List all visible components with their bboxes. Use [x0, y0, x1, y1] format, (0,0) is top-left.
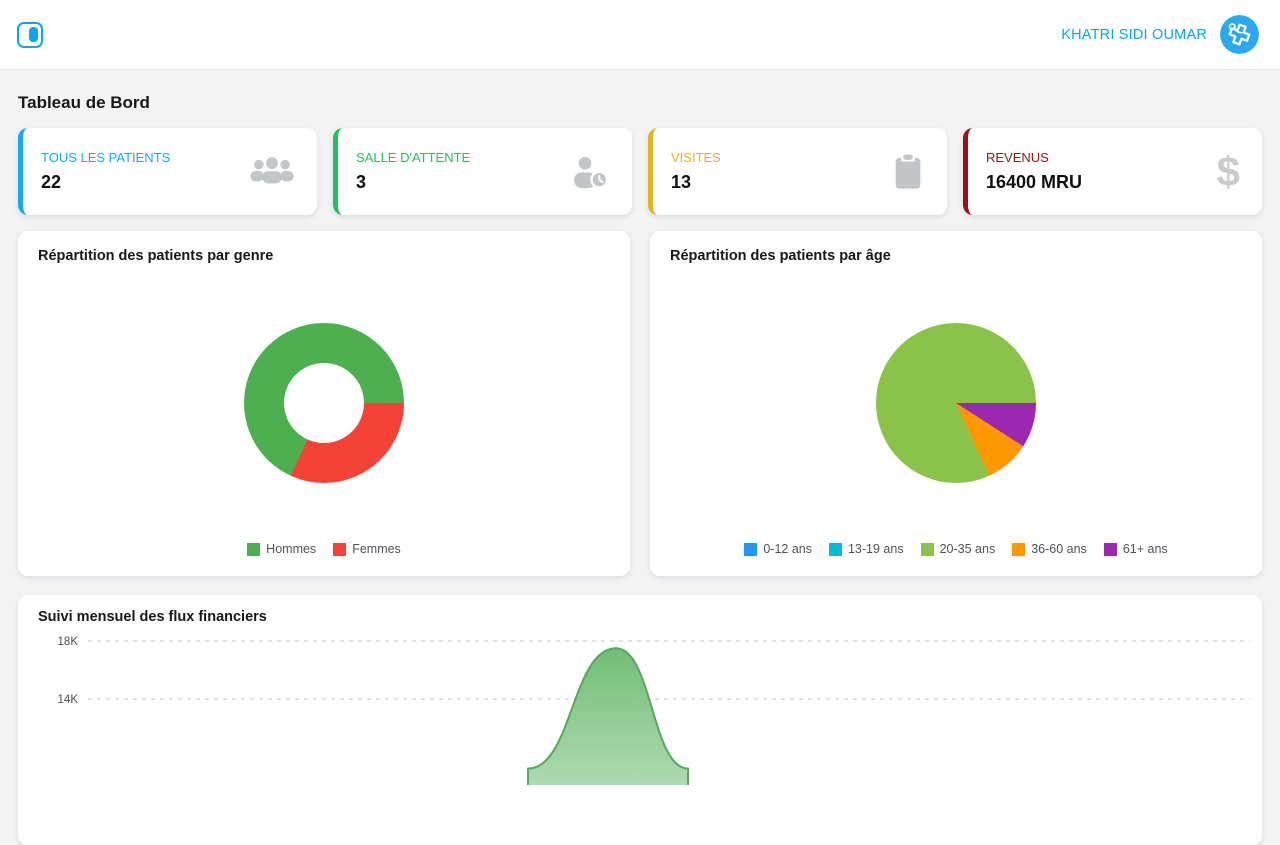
- legend-label: 61+ ans: [1122, 542, 1168, 556]
- finance-area-path: [527, 647, 689, 785]
- gender-donut-chart[interactable]: [244, 323, 404, 483]
- user-name[interactable]: KHATRI SIDI OUMAR: [1061, 26, 1207, 43]
- page-title: Tableau de Bord: [18, 93, 150, 112]
- legend-label: 36-60 ans: [1031, 542, 1087, 556]
- y-axis-tick-18k: 18K: [58, 636, 79, 648]
- stat-label: VISITES: [671, 150, 721, 165]
- chart-title: Répartition des patients par âge: [670, 248, 891, 264]
- legend-item[interactable]: 61+ ans: [1103, 542, 1168, 556]
- age-chart-card: Répartition des patients par âge 0-12 an…: [650, 231, 1262, 576]
- medical-logo-icon: [1220, 15, 1259, 54]
- legend-swatch: [1103, 542, 1117, 556]
- legend-item[interactable]: 20-35 ans: [920, 542, 996, 556]
- stat-card-visits: VISITES 13: [648, 128, 947, 215]
- legend-label: Femmes: [352, 542, 401, 556]
- legend-item[interactable]: Hommes: [247, 542, 316, 556]
- legend-label: 13-19 ans: [847, 542, 904, 556]
- chart-title: Suivi mensuel des flux financiers: [38, 609, 267, 625]
- stat-value: 3: [356, 172, 367, 192]
- stat-value: 22: [41, 172, 62, 192]
- legend-swatch: [333, 542, 347, 556]
- people-group-icon: [249, 155, 295, 188]
- legend-swatch: [920, 542, 934, 556]
- gender-legend: Hommes Femmes: [38, 542, 610, 560]
- stat-label: SALLE D'ATTENTE: [356, 150, 471, 165]
- person-clock-icon: [570, 155, 610, 189]
- age-legend: 0-12 ans 13-19 ans 20-35 ans 36-60 ans 61+ a…: [670, 542, 1242, 560]
- stat-label: REVENUS: [986, 150, 1049, 165]
- stat-value: 16400 MRU: [986, 172, 1083, 192]
- stat-card-waiting-room: SALLE D'ATTENTE 3: [333, 128, 632, 215]
- legend-item[interactable]: 36-60 ans: [1012, 542, 1087, 556]
- legend-label: Hommes: [266, 542, 317, 556]
- legend-label: 20-35 ans: [939, 542, 996, 556]
- clipboard-icon: [891, 152, 925, 192]
- legend-swatch: [828, 542, 842, 556]
- finance-chart-card: Suivi mensuel des flux financiers 18K 14…: [18, 595, 1262, 845]
- stat-card-patients: TOUS LES PATIENTS 22: [18, 128, 317, 215]
- legend-swatch: [744, 542, 758, 556]
- charts-row: Répartition des patients par genre Homme…: [18, 231, 1262, 576]
- dollar-icon: $: [1216, 147, 1240, 195]
- age-pie-chart[interactable]: [876, 323, 1036, 483]
- legend-swatch: [1012, 542, 1026, 556]
- legend-item[interactable]: 0-12 ans: [744, 542, 812, 556]
- sidebar-toggle-icon: [17, 21, 43, 48]
- legend-item[interactable]: Femmes: [333, 542, 401, 556]
- app-header: KHATRI SIDI OUMAR: [0, 0, 1280, 70]
- user-avatar[interactable]: [1220, 15, 1259, 54]
- stat-value: 13: [671, 172, 692, 192]
- y-axis-tick-14k: 14K: [58, 694, 79, 706]
- stat-card-revenue: REVENUS 16400 MRU $: [963, 128, 1262, 215]
- stat-cards-row: TOUS LES PATIENTS 22 SALLE D'ATTENTE 3: [18, 128, 1262, 215]
- chart-title: Répartition des patients par genre: [38, 248, 274, 264]
- legend-item[interactable]: 13-19 ans: [828, 542, 904, 556]
- dashboard-main: Tableau de Bord TOUS LES PATIENTS 22 SAL…: [0, 93, 1280, 845]
- user-menu: KHATRI SIDI OUMAR: [1061, 15, 1259, 54]
- donut-hole: [284, 363, 364, 443]
- stat-label: TOUS LES PATIENTS: [41, 150, 171, 165]
- legend-label: 0-12 ans: [763, 542, 812, 556]
- sidebar-toggle-button[interactable]: [17, 21, 43, 48]
- gender-chart-card: Répartition des patients par genre Homme…: [18, 231, 630, 576]
- legend-swatch: [247, 542, 261, 556]
